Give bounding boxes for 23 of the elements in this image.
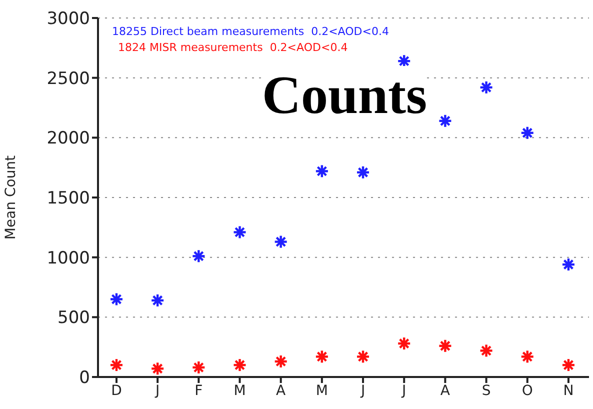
y-tick-label: 500 [58,308,90,328]
x-tick-label: J [360,382,366,399]
x-tick-label: M [234,382,246,399]
x-tick-label: J [154,382,160,399]
text: Counts [262,65,428,125]
x-tick-label: N [563,382,574,399]
y-tick-label: 1000 [46,248,90,268]
y-tick-label: 0 [79,368,90,388]
x-tick-label: A [276,382,286,399]
x-tick-label: O [522,382,533,399]
y-tick-label: 2000 [46,128,90,149]
x-tick-label: F [194,382,203,399]
x-tick-label: S [482,382,491,399]
text: 18255 Direct beam measurements 0.2<AOD<0.4 [112,24,389,40]
x-tick-label: D [111,382,122,399]
y-axis-title: Mean Count [2,154,19,240]
y-tick-label: 2500 [46,68,90,89]
y-tick-label: 1500 [46,188,90,209]
y-tick-label: 3000 [46,9,90,30]
x-tick-label: J [401,382,406,399]
text: 1824 MISR measurements 0.2<AOD<0.4 [118,40,349,56]
x-tick-label: M [316,382,328,399]
x-tick-label: A [440,382,450,399]
